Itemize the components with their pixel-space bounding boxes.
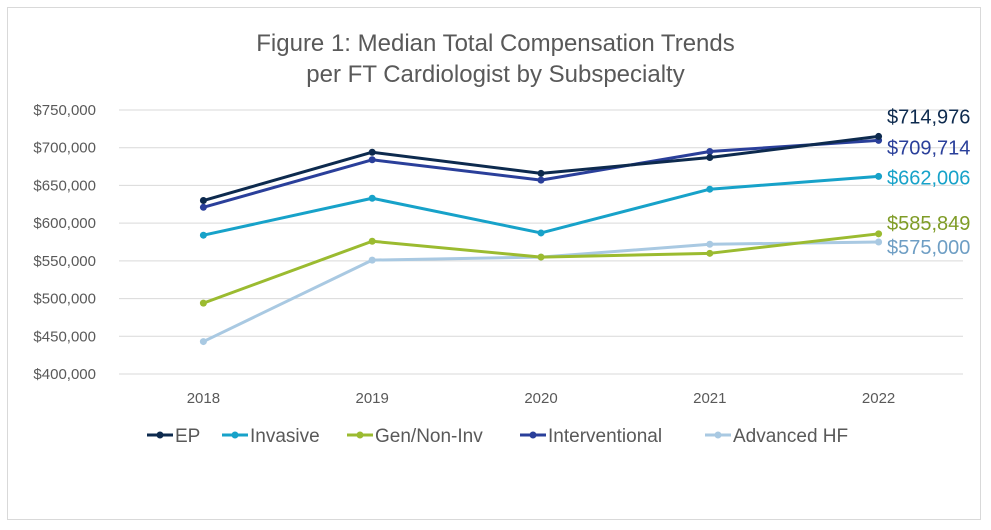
- x-tick-label: 2021: [693, 390, 726, 407]
- chart-title-line2: per FT Cardiologist by Subspecialty: [306, 61, 685, 88]
- data-point: [199, 231, 207, 239]
- legend-marker: [156, 431, 164, 439]
- data-point: [706, 249, 714, 257]
- data-label-ep: $714,976: [887, 106, 970, 128]
- data-point: [199, 299, 207, 307]
- data-point: [199, 197, 207, 205]
- data-point: [199, 203, 207, 211]
- legend-marker: [356, 431, 364, 439]
- legend-marker: [529, 431, 537, 439]
- data-label-gen-non-inv: $585,849: [887, 213, 970, 235]
- x-tick-label: 2018: [187, 390, 220, 407]
- data-point: [537, 169, 545, 177]
- data-label-advanced-hf: $575,000: [887, 237, 970, 259]
- y-tick-label: $700,000: [33, 140, 96, 157]
- data-point: [537, 253, 545, 261]
- y-tick-label: $500,000: [33, 291, 96, 308]
- y-tick-label: $450,000: [33, 328, 96, 345]
- x-tick-label: 2019: [356, 390, 389, 407]
- data-point: [875, 230, 883, 238]
- legend-label: Interventional: [548, 426, 662, 447]
- legend-marker: [714, 431, 722, 439]
- data-point: [368, 256, 376, 264]
- data-point: [368, 156, 376, 164]
- data-point: [199, 338, 207, 346]
- x-tick-label: 2020: [524, 390, 557, 407]
- legend-label: Advanced HF: [733, 426, 848, 447]
- data-point: [537, 229, 545, 237]
- data-point: [875, 238, 883, 246]
- chart-title-line1: Figure 1: Median Total Compensation Tren…: [256, 30, 735, 57]
- legend-label: EP: [175, 426, 200, 447]
- data-point: [368, 237, 376, 245]
- data-point: [706, 240, 714, 248]
- data-point: [875, 132, 883, 140]
- data-point: [706, 154, 714, 162]
- y-tick-label: $650,000: [33, 177, 96, 194]
- data-point: [368, 194, 376, 202]
- y-tick-label: $400,000: [33, 366, 96, 383]
- data-point: [706, 185, 714, 193]
- legend-label: Gen/Non-Inv: [375, 426, 483, 447]
- legend-marker: [231, 431, 239, 439]
- data-point: [368, 148, 376, 156]
- y-tick-label: $550,000: [33, 253, 96, 270]
- data-label-invasive: $662,006: [887, 167, 970, 189]
- legend-label: Invasive: [250, 426, 320, 447]
- data-point: [706, 147, 714, 155]
- y-tick-label: $600,000: [33, 215, 96, 232]
- data-label-interventional: $709,714: [887, 137, 970, 159]
- data-point: [875, 172, 883, 180]
- data-point: [537, 176, 545, 184]
- x-tick-label: 2022: [862, 390, 895, 407]
- y-tick-label: $750,000: [33, 102, 96, 119]
